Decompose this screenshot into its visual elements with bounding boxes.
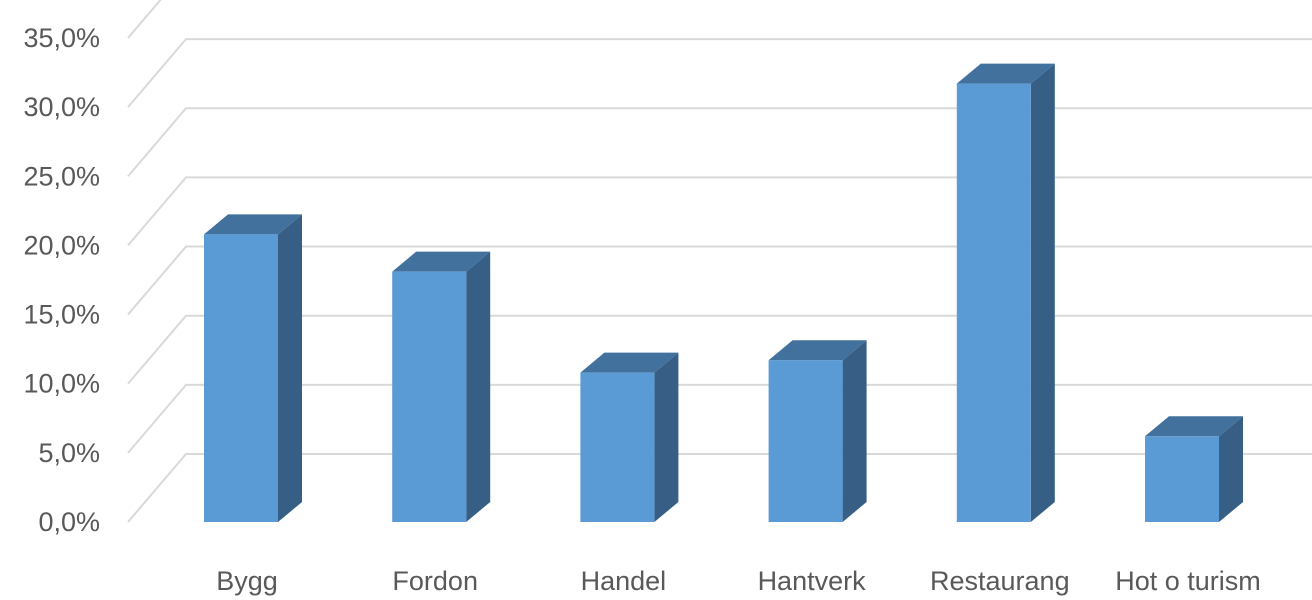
gridline (127, 176, 1312, 247)
bar-side (278, 214, 302, 522)
bar-hantverk (768, 340, 867, 522)
gridline (127, 107, 1312, 177)
gridline (127, 453, 1312, 523)
bar-fordon (392, 251, 491, 522)
bar-hot-o-turism (1145, 416, 1243, 522)
x-tick-label: Hot o turism (1115, 566, 1261, 596)
bar-front (204, 234, 278, 522)
y-tick-label: 5,0% (38, 438, 100, 468)
gridlines (127, 0, 1312, 523)
y-tick-label: 0,0% (38, 507, 100, 537)
bar-side (466, 251, 491, 522)
x-axis-labels: Bygg Fordon Handel Hantverk Restaurang Hot o … (216, 566, 1261, 596)
bar-front (956, 83, 1031, 523)
bar-front (392, 271, 467, 522)
bar-top (580, 352, 679, 373)
y-tick-label: 15,0% (23, 300, 100, 330)
bar-top (768, 340, 867, 361)
x-tick-label: Hantverk (758, 566, 867, 596)
gridline (127, 0, 162, 39)
bar-restaurang (956, 63, 1055, 523)
bar-side (1219, 416, 1243, 522)
bar-handel (580, 352, 679, 522)
bar-top (1145, 416, 1243, 437)
gridline (127, 245, 1312, 316)
bar-side (654, 352, 679, 522)
y-axis-ticks: 0,0% 5,0% 10,0% 15,0% 20,0% 25,0% 30,0% 35,0% (23, 23, 100, 537)
y-tick-label: 10,0% (23, 369, 100, 399)
bar-side (1030, 63, 1055, 523)
bar-front (768, 360, 843, 522)
gridline (127, 314, 1312, 385)
x-tick-label: Restaurang (930, 566, 1070, 596)
y-tick-label: 30,0% (23, 92, 100, 122)
x-tick-label: Fordon (392, 566, 478, 596)
y-tick-label: 35,0% (23, 23, 100, 53)
bar-front (580, 372, 655, 522)
bar-side (842, 340, 867, 522)
bar-bygg (204, 214, 302, 522)
gridline (127, 383, 1312, 454)
y-tick-label: 25,0% (23, 161, 100, 191)
bars (204, 63, 1243, 523)
bar-top (956, 63, 1055, 84)
gridline (127, 38, 1312, 108)
x-tick-label: Handel (581, 566, 667, 596)
bar-front (1145, 436, 1219, 522)
bar-top (392, 251, 491, 272)
x-tick-label: Bygg (216, 566, 278, 596)
y-tick-label: 20,0% (23, 230, 100, 260)
bar-top (204, 214, 302, 235)
